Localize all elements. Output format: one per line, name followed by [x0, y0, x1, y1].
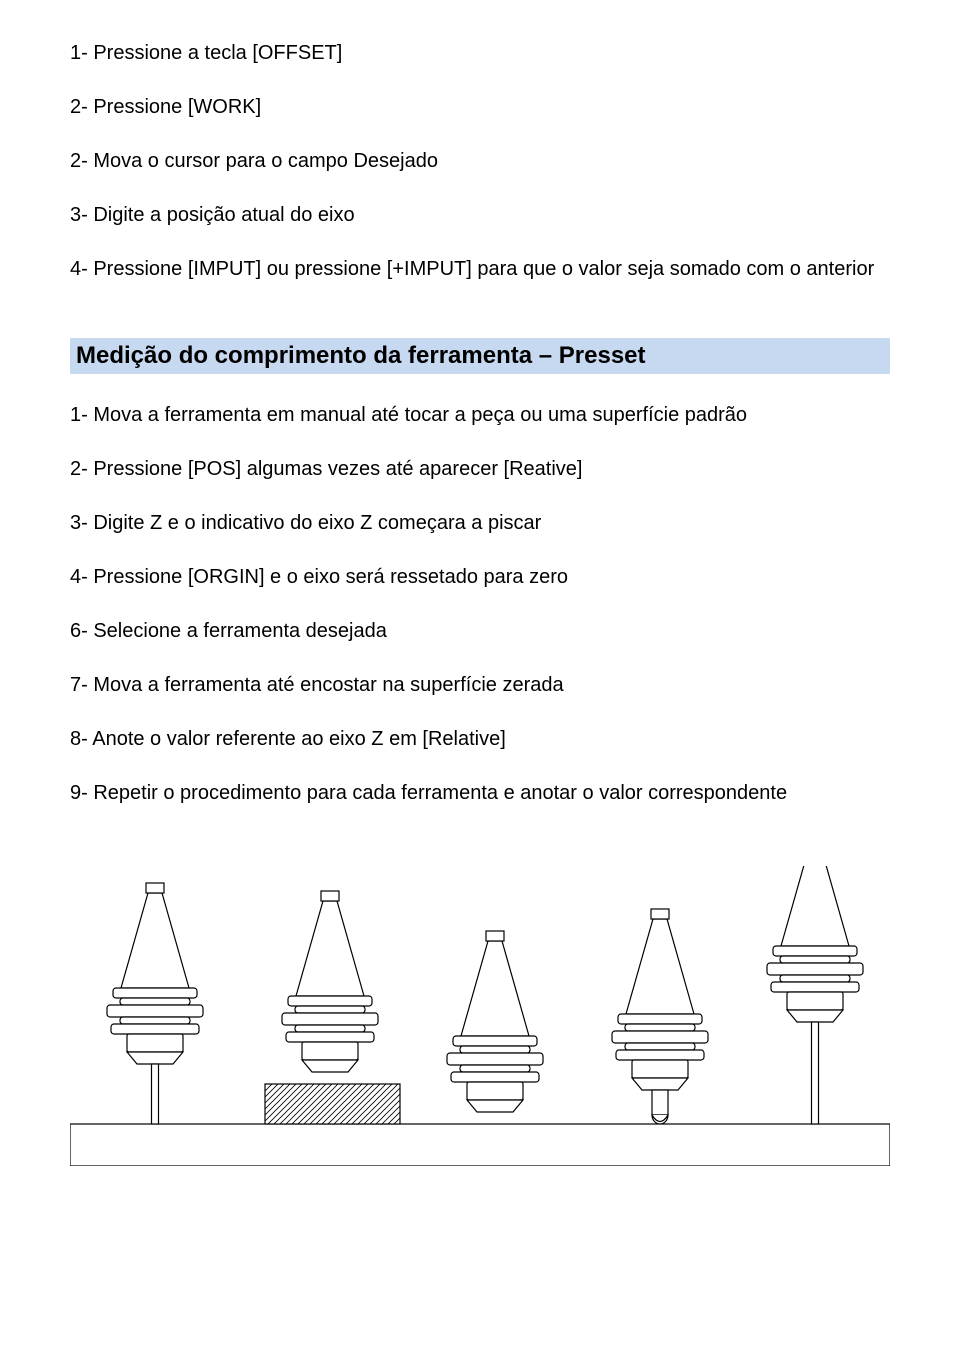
s2-step-2: 2- Pressione [POS] algumas vezes até apa… — [70, 456, 890, 482]
page: 1- Pressione a tecla [OFFSET] 2- Pressio… — [0, 0, 960, 1366]
s2-step-7: 8- Anote o valor referente ao eixo Z em … — [70, 726, 890, 752]
s2-step-3: 3- Digite Z e o indicativo do eixo Z com… — [70, 510, 890, 536]
s2-step-5: 6- Selecione a ferramenta desejada — [70, 618, 890, 644]
s1-step-2: 2- Pressione [WORK] — [70, 94, 890, 120]
s2-step-8: 9- Repetir o procedimento para cada ferr… — [70, 780, 890, 806]
s1-step-1: 1- Pressione a tecla [OFFSET] — [70, 40, 890, 66]
s1-step-3: 2- Mova o cursor para o campo Desejado — [70, 148, 890, 174]
section-heading: Medição do comprimento da ferramenta – P… — [70, 338, 890, 374]
tool-diagram-svg — [70, 866, 890, 1166]
s2-step-4: 4- Pressione [ORGIN] e o eixo será resse… — [70, 564, 890, 590]
tool-diagram — [70, 866, 890, 1166]
s2-step-1: 1- Mova a ferramenta em manual até tocar… — [70, 402, 890, 428]
s1-step-5: 4- Pressione [IMPUT] ou pressione [+IMPU… — [70, 256, 890, 282]
s2-step-6: 7- Mova a ferramenta até encostar na sup… — [70, 672, 890, 698]
s1-step-4: 3- Digite a posição atual do eixo — [70, 202, 890, 228]
